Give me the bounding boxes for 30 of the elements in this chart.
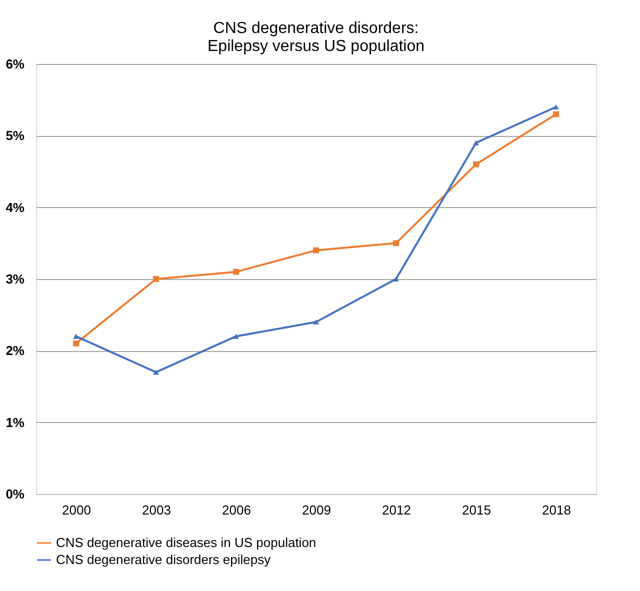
point [313,319,319,325]
y-tick-label: 1% [6,414,25,430]
legend-label: CNS degenerative diseases in US population [56,535,316,550]
legend-label: CNS degenerative disorders epilepsy [56,552,272,567]
point [473,161,479,168]
x-tick-label: 2009 [302,502,331,518]
point [313,247,319,254]
y-tick-label: 3% [6,272,25,286]
point [73,340,79,346]
x-tick-label: 2012 [382,502,411,518]
point [553,104,559,110]
point [153,276,159,282]
x-tick-label: 2015 [462,502,491,518]
y-tick-label: 5% [6,128,25,144]
point [393,240,399,246]
point [473,140,479,146]
y-tick-label: 4% [6,200,25,215]
chart-title: CNS degenerative disorders: Epilepsy versus US population [207,20,425,55]
point [233,268,239,275]
y-tick-label: 0% [6,486,25,502]
y-tick-label: 2% [6,343,25,358]
x-tick-label: 2003 [142,502,171,518]
point [553,111,559,118]
x-tick-label: 2000 [62,502,91,518]
point [73,334,79,339]
x-tick-label: 2006 [222,502,251,518]
point [233,334,239,339]
y-tick-label: 6% [6,56,25,72]
x-tick-label: 2018 [542,502,571,518]
point [393,276,399,282]
